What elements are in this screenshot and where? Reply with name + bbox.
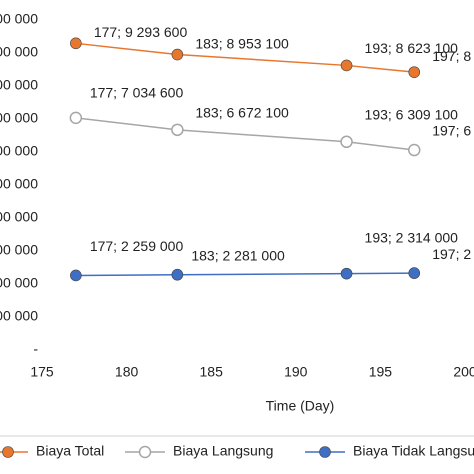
data-label: 183; 2 281 000	[191, 247, 285, 263]
point-marker	[70, 269, 82, 282]
point-marker	[408, 66, 421, 78]
y-tick-label: 1 000 000	[0, 308, 38, 324]
point-marker	[69, 111, 83, 125]
y-tick-label: 5 000 000	[0, 176, 38, 192]
legend-label: Biaya Total	[36, 443, 104, 459]
legend-label: Biaya Tidak Langsung	[353, 443, 474, 459]
point-marker	[340, 267, 353, 280]
x-tick-label: 175	[30, 364, 54, 380]
series-line	[75, 117, 415, 151]
data-label: 197; 8 420 000	[432, 48, 474, 64]
y-tick-label: 7 000 000	[0, 110, 38, 126]
y-tick-label: 6 000 000	[0, 143, 38, 159]
series-line	[75, 42, 415, 73]
data-label: 197; 6 060 000	[432, 123, 474, 139]
y-tick-label: 4 000 000	[0, 209, 38, 225]
data-label: 193; 6 309 100	[365, 107, 459, 123]
legend-marker	[138, 445, 152, 459]
data-label: 177; 7 034 600	[90, 85, 184, 101]
point-marker	[171, 48, 184, 61]
x-tick-label: 190	[284, 364, 308, 380]
data-label: 193; 8 623 100	[365, 40, 459, 56]
x-tick-label: 195	[369, 364, 393, 380]
y-tick-label: 8 000 000	[0, 77, 38, 93]
y-tick-label: 9 000 000	[0, 44, 38, 60]
legend-box	[0, 435, 474, 437]
y-tick-label: 2 000 000	[0, 275, 38, 291]
x-tick-label: 180	[115, 364, 139, 380]
x-tick-label: 200	[453, 364, 474, 380]
point-marker	[407, 143, 421, 157]
legend-marker	[2, 446, 14, 458]
data-label: 193; 2 314 000	[365, 229, 459, 245]
point-marker	[171, 123, 184, 137]
y-tick-label: -	[33, 341, 38, 357]
point-marker	[70, 37, 82, 50]
data-label: 183; 8 953 100	[195, 35, 289, 51]
data-label: 177; 9 293 600	[94, 24, 188, 40]
point-marker	[340, 59, 353, 72]
y-tick-label: 10 000 000	[0, 11, 38, 27]
data-label: 177; 2 259 000	[90, 238, 184, 254]
legend-label: Biaya Langsung	[173, 443, 273, 459]
series-line	[75, 272, 415, 277]
x-tick-label: 185	[200, 364, 224, 380]
point-marker	[340, 135, 353, 149]
data-label: 197; 2 330 000	[432, 246, 474, 262]
legend-marker	[319, 446, 331, 458]
point-marker	[408, 267, 421, 279]
x-axis-title: Time (Day)	[266, 398, 335, 414]
point-marker	[171, 268, 184, 281]
data-label: 183; 6 672 100	[195, 105, 289, 121]
y-tick-label: 3 000 000	[0, 242, 38, 258]
